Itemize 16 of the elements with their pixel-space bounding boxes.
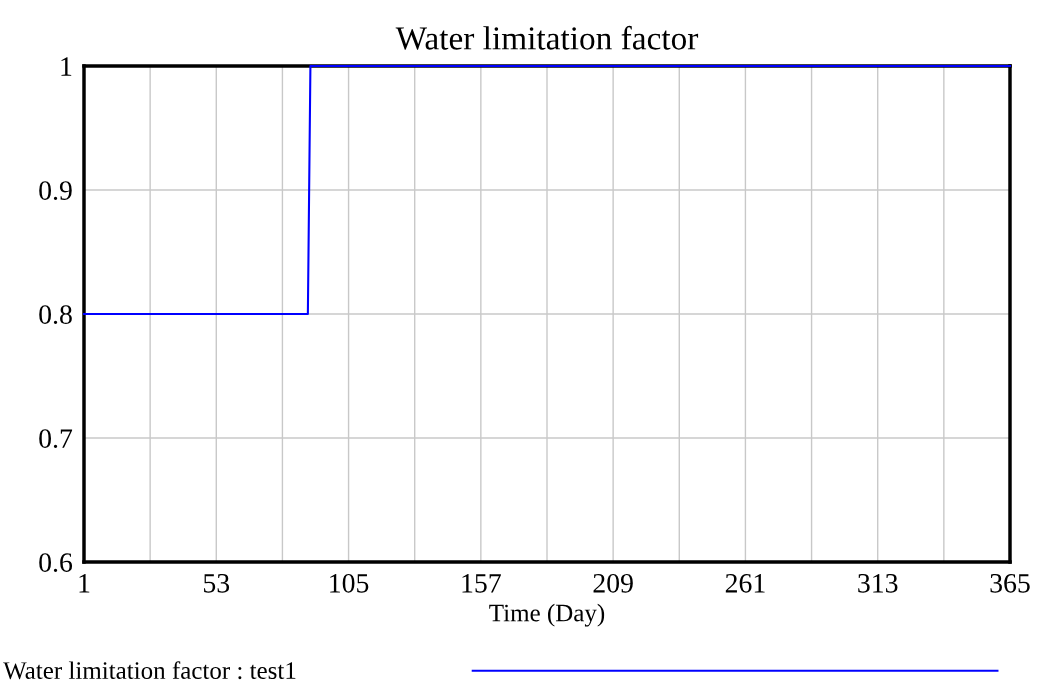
x-tick-label: 313 — [858, 573, 898, 593]
x-tick-label: 53 — [204, 573, 230, 593]
y-tick-label: 0.9 — [39, 181, 72, 201]
chart-title: Water limitation factor — [395, 25, 699, 50]
x-axis-title: Time (Day) — [489, 603, 605, 627]
y-tick-label: 0.7 — [39, 429, 73, 449]
x-tick-label: 105 — [330, 573, 369, 593]
y-tick-label: 0.8 — [39, 305, 72, 325]
x-tick-label: 1 — [79, 574, 90, 593]
y-tick-label: 1 — [61, 57, 72, 76]
x-tick-label: 209 — [593, 573, 633, 593]
x-tick-label: 261 — [725, 573, 765, 593]
text: Water limitation factor : test1 — [3, 661, 296, 680]
x-tick-label: 365 — [990, 573, 1030, 593]
x-tick-label: 157 — [462, 574, 501, 593]
y-tick-label: 0.6 — [39, 553, 73, 573]
